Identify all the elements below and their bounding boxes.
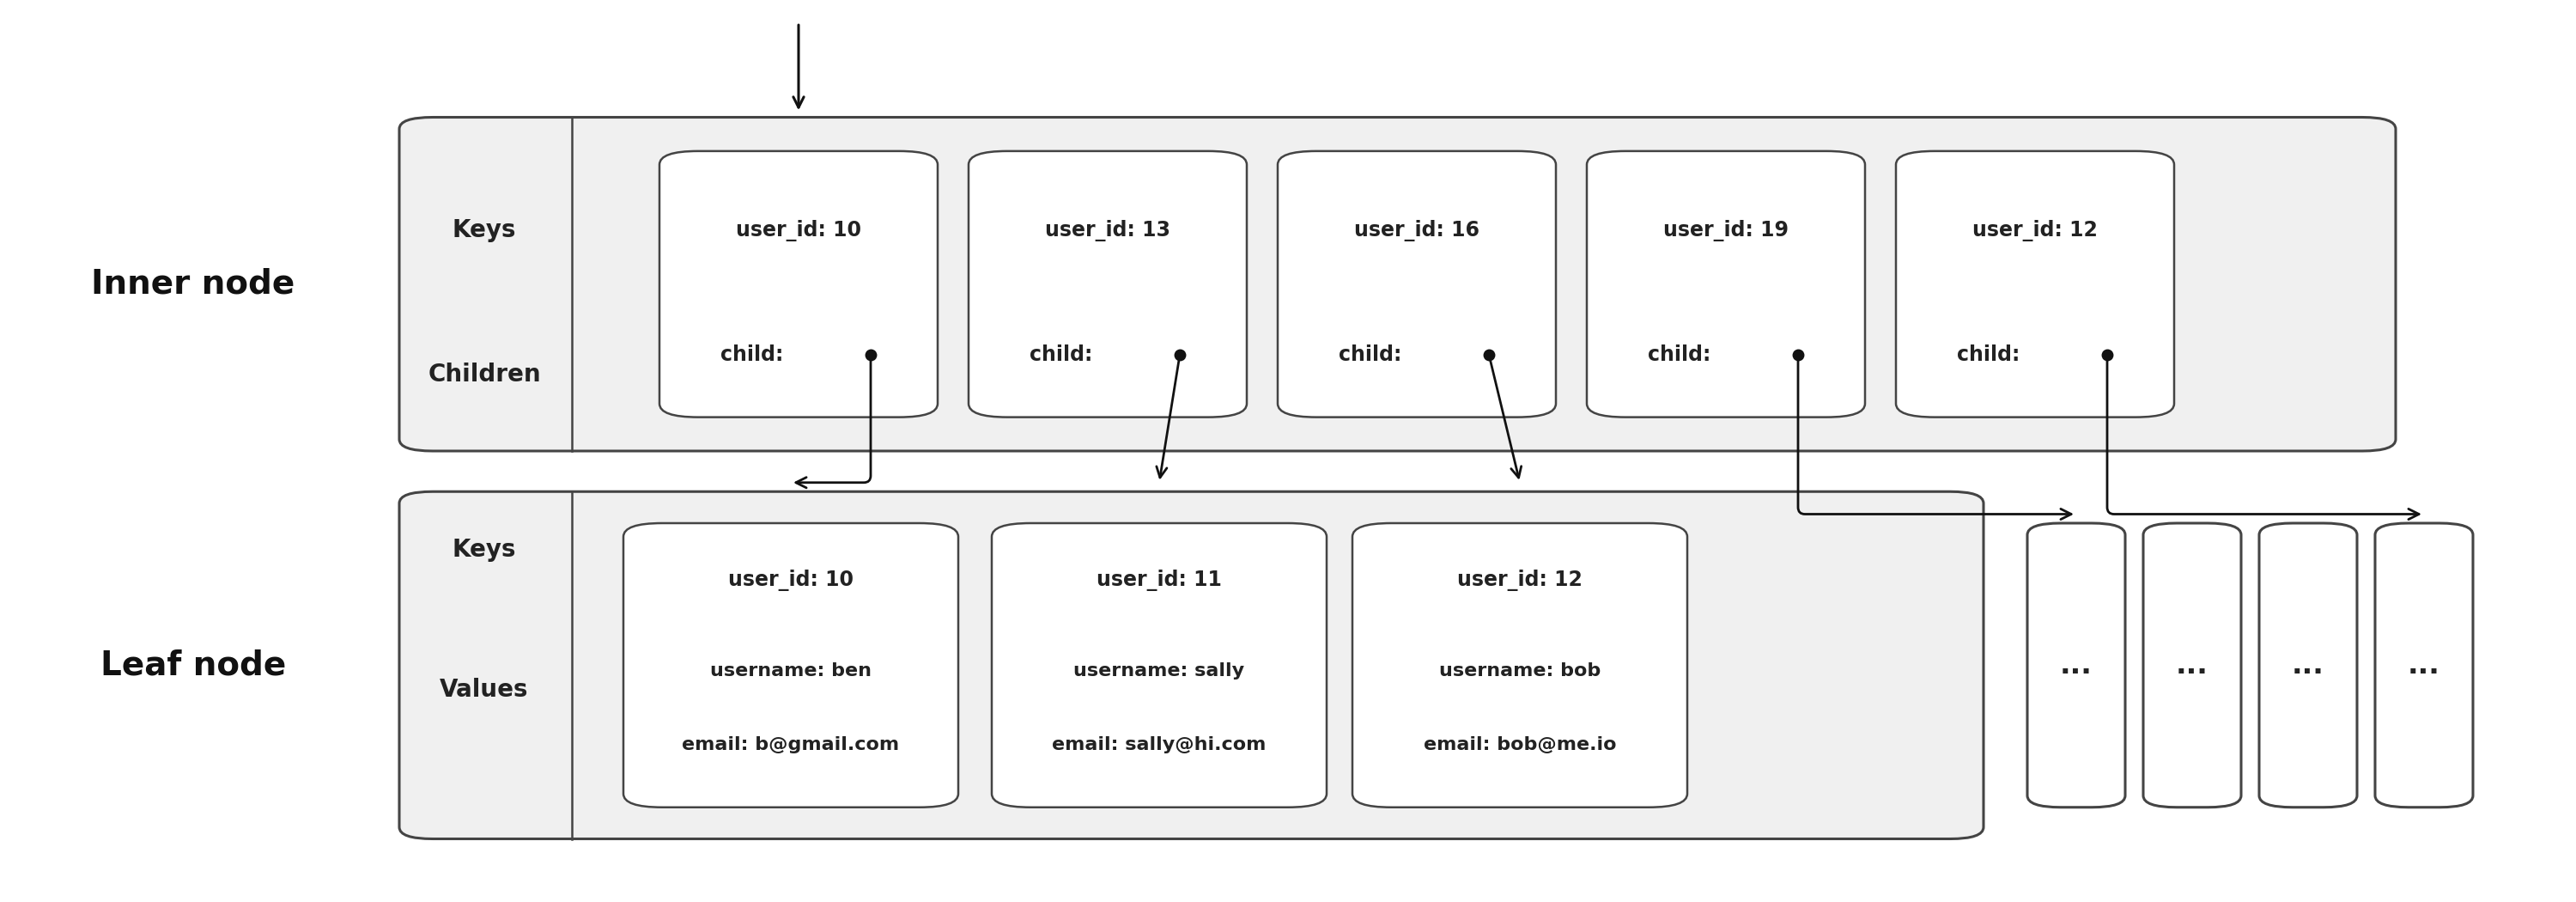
Text: Keys: Keys [453,218,515,242]
Text: user_id: 10: user_id: 10 [737,220,860,242]
FancyBboxPatch shape [2027,523,2125,807]
FancyBboxPatch shape [1278,151,1556,417]
FancyBboxPatch shape [1896,151,2174,417]
FancyBboxPatch shape [2259,523,2357,807]
Text: ...: ... [2409,651,2439,679]
FancyBboxPatch shape [659,151,938,417]
Text: Values: Values [440,678,528,702]
Text: email: bob@me.io: email: bob@me.io [1425,736,1615,753]
Text: user_id: 19: user_id: 19 [1664,220,1788,242]
FancyBboxPatch shape [1587,151,1865,417]
FancyBboxPatch shape [399,117,2396,451]
Text: user_id: 16: user_id: 16 [1355,220,1479,242]
Text: username: bob: username: bob [1440,662,1600,679]
Text: username: sally: username: sally [1074,662,1244,679]
FancyBboxPatch shape [2375,523,2473,807]
Text: child:: child: [1649,345,1710,365]
Text: ...: ... [2293,651,2324,679]
Text: child:: child: [1958,345,2020,365]
FancyBboxPatch shape [399,492,1984,839]
Text: user_id: 12: user_id: 12 [1973,220,2097,242]
Text: ...: ... [2177,651,2208,679]
Text: user_id: 12: user_id: 12 [1458,569,1582,591]
FancyBboxPatch shape [969,151,1247,417]
Text: email: sally@hi.com: email: sally@hi.com [1051,736,1267,753]
Text: email: b@gmail.com: email: b@gmail.com [683,736,899,753]
Text: child:: child: [1340,345,1401,365]
Text: Leaf node: Leaf node [100,649,286,682]
Text: child:: child: [1030,345,1092,365]
Text: Children: Children [428,363,541,386]
FancyBboxPatch shape [623,523,958,807]
FancyBboxPatch shape [2143,523,2241,807]
Text: username: ben: username: ben [711,662,871,679]
Text: user_id: 10: user_id: 10 [729,569,853,591]
Text: Inner node: Inner node [90,268,296,300]
Text: user_id: 11: user_id: 11 [1097,569,1221,591]
FancyBboxPatch shape [1352,523,1687,807]
Text: child:: child: [721,345,783,365]
Text: user_id: 13: user_id: 13 [1046,220,1170,242]
Text: Keys: Keys [453,538,515,562]
Text: ...: ... [2061,651,2092,679]
FancyBboxPatch shape [992,523,1327,807]
